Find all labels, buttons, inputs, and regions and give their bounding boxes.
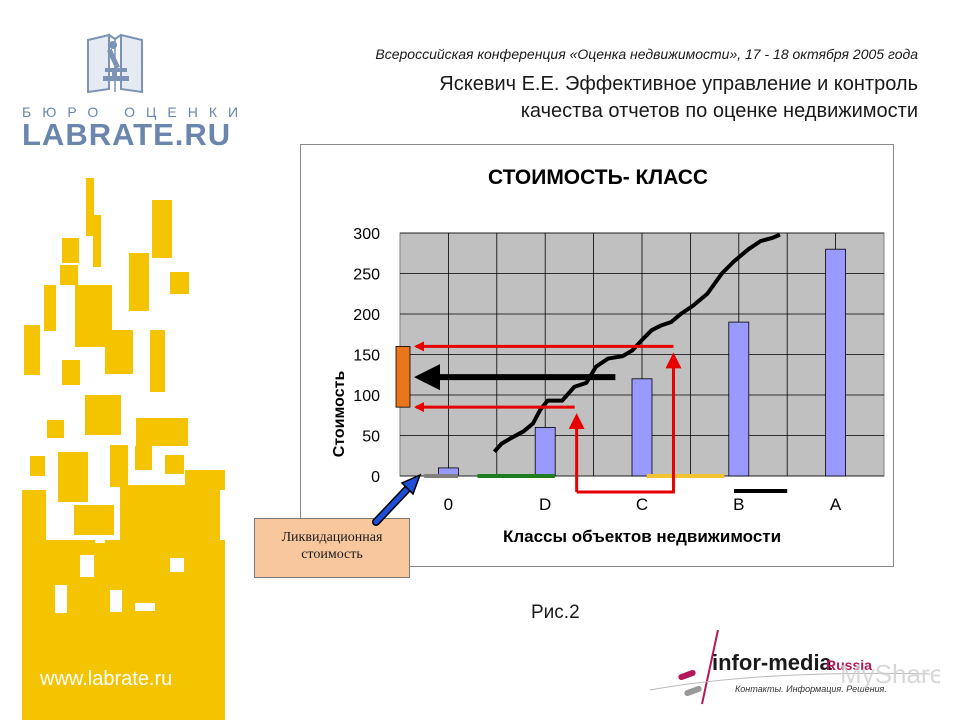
figure-caption: Рис.2 [531, 602, 580, 623]
y-tick-label: 0 [371, 469, 380, 486]
price-curve [492, 232, 781, 454]
brand-name: LABRATE.RU [22, 117, 232, 152]
callout-line-2: стоимость [301, 547, 363, 562]
cost-class-chart: СТОИМОСТЬ- КЛАСС Стоимость Классы объект… [331, 166, 885, 546]
liquidation-value-callout: Ликвидационная стоимость [254, 518, 410, 578]
range-arrow-up-high [576, 352, 682, 494]
y-tick-label: 250 [353, 267, 380, 284]
bar [728, 321, 750, 477]
y-tick-label: 200 [353, 307, 380, 324]
microscope-book-logo [87, 33, 143, 94]
x-tick-label: C [636, 495, 648, 514]
brand-subtitle: БЮРО ОЦЕНКИ [22, 104, 250, 120]
x-axis-label: Классы объектов недвижимости [503, 527, 781, 546]
conference-line: Всероссийская конференция «Оценка недвиж… [375, 46, 918, 62]
y-axis-label: Стоимость [331, 371, 348, 458]
value-range-marker [395, 345, 411, 408]
y-tick-label: 300 [353, 226, 380, 243]
bar [631, 378, 653, 477]
footer-tagline: Контакты. Информация. Решения. [735, 684, 887, 694]
y-tick-label: 100 [353, 388, 380, 405]
x-tick-label: 0 [444, 495, 453, 514]
x-tick-label: A [830, 495, 842, 514]
footer-watermark: MyShared [840, 659, 940, 689]
x-tick-label: B [733, 495, 744, 514]
chart-title: СТОИМОСТЬ- КЛАСС [488, 166, 708, 189]
x-tick-label: D [539, 495, 551, 514]
y-tick-label: 50 [362, 429, 380, 446]
footer-logo-main: infor-media [712, 650, 833, 675]
callout-line-1: Ликвидационная [281, 530, 383, 545]
slide-title-line-1: Яскевич Е.Е. Эффективное управление и ко… [439, 73, 918, 95]
bar [825, 248, 846, 477]
bar [534, 426, 556, 477]
footer-logo-region: Russia [826, 657, 872, 673]
slide-title-line-2: качества отчетов по оценке недвижимости [520, 100, 918, 122]
infor-media-logo: infor-media Russia Контакты. Информация.… [649, 630, 940, 705]
decorative-sidebar [22, 178, 225, 720]
callout-arrow [372, 473, 422, 526]
site-url-link[interactable]: www.labrate.ru [40, 668, 173, 690]
y-tick-label: 150 [353, 348, 380, 365]
